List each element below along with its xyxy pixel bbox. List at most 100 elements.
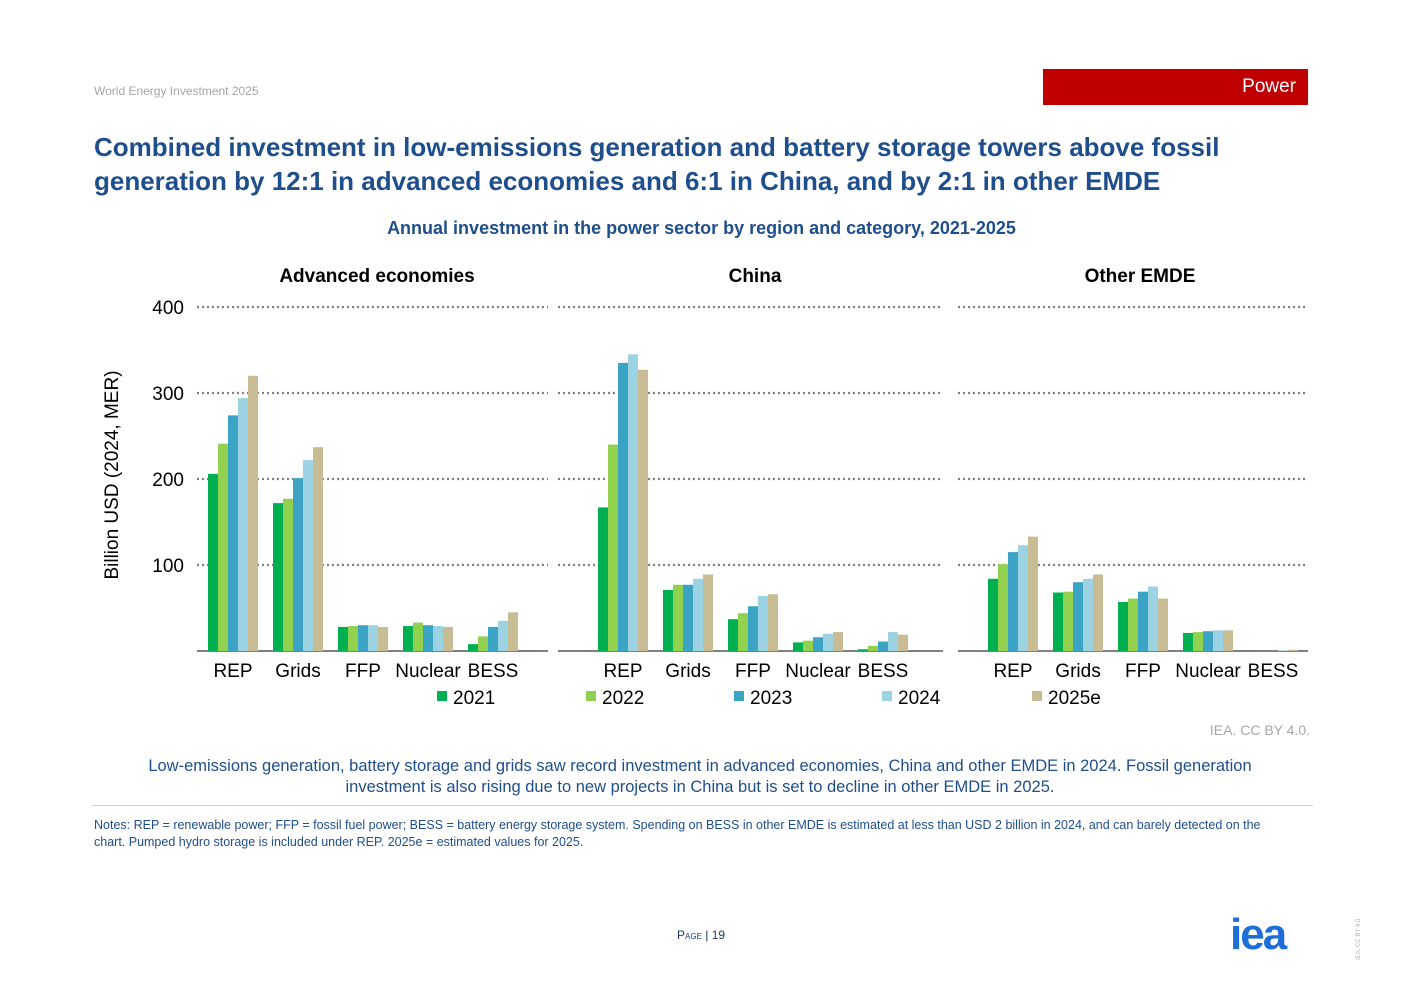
bar-other-emde-nuclear-2023	[1203, 631, 1213, 651]
bar-china-grids-2025e	[703, 574, 713, 651]
bar-advanced-economies-ffp-2023	[358, 625, 368, 651]
chart-caption: Low-emissions generation, battery storag…	[148, 757, 1252, 796]
panel-title: Other EMDE	[1085, 266, 1196, 287]
bar-china-bess-2025e	[898, 634, 908, 651]
bar-advanced-economies-nuclear-2024	[433, 626, 443, 651]
bar-other-emde-grids-2022	[1063, 591, 1073, 651]
x-tick-label: Nuclear	[1175, 661, 1241, 682]
bar-other-emde-rep-2024	[1018, 545, 1028, 651]
bar-china-nuclear-2023	[813, 637, 823, 651]
bar-china-bess-2022	[868, 645, 878, 651]
bar-advanced-economies-ffp-2025e	[378, 626, 388, 651]
bar-advanced-economies-nuclear-2025e	[443, 626, 453, 651]
panel-title: China	[729, 266, 782, 287]
bar-advanced-economies-rep-2022	[218, 443, 228, 651]
bar-china-rep-2022	[608, 444, 618, 651]
legend-swatch	[734, 691, 744, 701]
side-credit: IEA. CC BY 4.0.	[1356, 917, 1362, 960]
x-tick-label: Grids	[1055, 661, 1100, 682]
bar-china-bess-2023	[878, 641, 888, 651]
legend-label: 2024	[898, 688, 941, 709]
bar-advanced-economies-rep-2024	[238, 398, 248, 651]
x-tick-label: Grids	[275, 661, 320, 682]
legend-swatch	[586, 691, 596, 701]
x-tick-label: Nuclear	[395, 661, 461, 682]
bar-other-emde-rep-2023	[1008, 552, 1018, 651]
bar-other-emde-grids-2024	[1083, 578, 1093, 651]
power-investment-chart: Billion USD (2024, MER) 100 200 300 400 Advan…	[102, 266, 1308, 709]
x-tick-label: FFP	[1125, 661, 1161, 682]
bar-china-grids-2024	[693, 578, 703, 651]
bar-china-nuclear-2021	[793, 642, 803, 651]
bar-china-rep-2025e	[638, 369, 648, 651]
section-label: Power	[1242, 76, 1296, 97]
bar-other-emde-rep-2025e	[1028, 536, 1038, 651]
bar-china-ffp-2022	[738, 613, 748, 651]
logo-text: iea	[1230, 915, 1288, 955]
bar-advanced-economies-grids-2025e	[313, 447, 323, 651]
y-tick-label: 100	[152, 556, 184, 577]
bar-china-ffp-2021	[728, 619, 738, 651]
bar-advanced-economies-rep-2023	[228, 415, 238, 651]
bar-china-bess-2021	[858, 649, 868, 651]
bar-other-emde-nuclear-2025e	[1223, 630, 1233, 651]
bar-other-emde-grids-2023	[1073, 582, 1083, 651]
bar-advanced-economies-grids-2024	[303, 460, 313, 651]
bar-other-emde-ffp-2024	[1148, 586, 1158, 651]
y-tick-label: 300	[152, 384, 184, 405]
bar-advanced-economies-bess-2025e	[508, 612, 518, 651]
bar-china-nuclear-2024	[823, 633, 833, 651]
x-tick-label: BESS	[468, 661, 519, 682]
legend-swatch	[1032, 691, 1042, 701]
x-tick-label: BESS	[1248, 661, 1299, 682]
bar-other-emde-nuclear-2022	[1193, 632, 1203, 651]
bar-other-emde-ffp-2023	[1138, 591, 1148, 651]
bar-china-bess-2024	[888, 632, 898, 651]
bar-advanced-economies-rep-2021	[208, 473, 218, 651]
x-tick-label: REP	[213, 661, 252, 682]
bar-other-emde-ffp-2021	[1118, 601, 1128, 651]
bar-other-emde-ffp-2025e	[1158, 598, 1168, 651]
bar-other-emde-rep-2021	[988, 578, 998, 651]
divider	[92, 805, 1313, 806]
bar-advanced-economies-nuclear-2021	[403, 626, 413, 651]
bar-advanced-economies-grids-2022	[283, 498, 293, 651]
x-tick-label: Nuclear	[785, 661, 851, 682]
x-tick-label: FFP	[735, 661, 771, 682]
y-tick-label: 400	[152, 298, 184, 319]
bar-china-grids-2021	[663, 589, 673, 651]
bar-advanced-economies-bess-2023	[488, 626, 498, 651]
page-number: Page | 19	[677, 928, 726, 942]
chart-title: Annual investment in the power sector by…	[387, 218, 1016, 238]
chart-notes: Notes: REP = renewable power; FFP = foss…	[94, 818, 1261, 849]
bar-advanced-economies-nuclear-2022	[413, 622, 423, 651]
bar-china-ffp-2025e	[768, 594, 778, 651]
legend-label: 2025e	[1048, 688, 1101, 709]
bar-other-emde-rep-2022	[998, 564, 1008, 651]
bar-advanced-economies-ffp-2022	[348, 626, 358, 651]
bar-other-emde-nuclear-2021	[1183, 632, 1193, 651]
bar-china-ffp-2024	[758, 595, 768, 651]
iea-logo: iea	[1230, 915, 1290, 955]
bar-advanced-economies-ffp-2021	[338, 626, 348, 651]
bar-other-emde-ffp-2022	[1128, 598, 1138, 651]
legend-swatch	[437, 691, 447, 701]
section-tag: Power	[1043, 69, 1308, 105]
x-tick-label: REP	[603, 661, 642, 682]
bar-advanced-economies-rep-2025e	[248, 375, 258, 651]
bar-china-nuclear-2025e	[833, 632, 843, 651]
bar-advanced-economies-grids-2023	[293, 478, 303, 651]
bar-advanced-economies-bess-2021	[468, 644, 478, 651]
legend-swatch	[882, 691, 892, 701]
y-tick-label: 200	[152, 470, 184, 491]
legend-label: 2022	[602, 688, 644, 709]
bar-china-grids-2022	[673, 584, 683, 651]
bar-china-ffp-2023	[748, 606, 758, 651]
bar-china-rep-2023	[618, 362, 628, 651]
page-label: Page	[677, 928, 702, 942]
bar-advanced-economies-grids-2021	[273, 503, 283, 651]
x-tick-label: REP	[993, 661, 1032, 682]
page-title: Combined investment in low-emissions gen…	[94, 132, 1220, 196]
bar-other-emde-bess-2025e	[1288, 649, 1298, 651]
legend-label: 2021	[453, 688, 495, 709]
